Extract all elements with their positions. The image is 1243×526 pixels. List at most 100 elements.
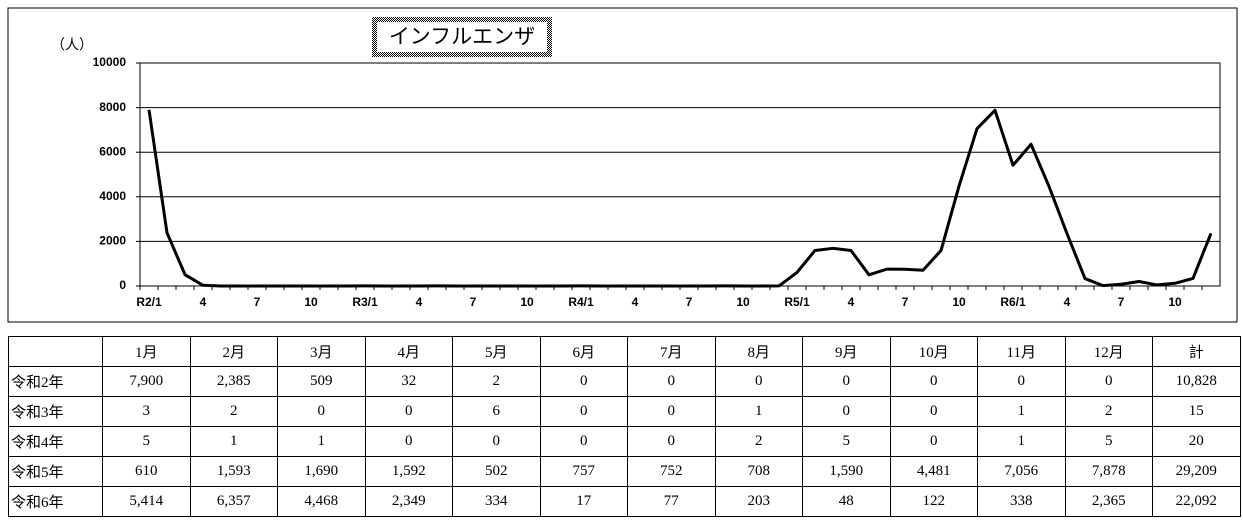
x-tick-label: R4/1 (568, 295, 594, 309)
table-cell: 32 (364, 366, 453, 397)
x-tick-label: 4 (416, 295, 423, 309)
table-cell: 1,690 (277, 456, 366, 487)
x-tick-label: 4 (632, 295, 639, 309)
column-header: 12月 (1064, 336, 1153, 367)
table-row: 令和3年 3 2 0 0 6 0 0 1 0 0 1 2 15 (8, 396, 1241, 427)
column-header: 8月 (714, 336, 803, 367)
y-axis-label: （人） (51, 37, 93, 53)
table-cell: 2 (452, 366, 541, 397)
table-cell: 338 (977, 486, 1066, 517)
table-cell: 0 (364, 426, 453, 457)
table-cell: 1,593 (189, 456, 278, 487)
table-cell: 610 (102, 456, 191, 487)
table-cell: 2 (1064, 396, 1153, 427)
row-label: 令和2年 (8, 366, 103, 397)
column-header: 7月 (627, 336, 716, 367)
table-cell: 0 (977, 366, 1066, 397)
chart: インフルエンザ （人） 0 2000 4000 6000 8000 10000 R2/1 4 7… (7, 7, 1238, 323)
table-cell: 6 (452, 396, 541, 427)
table-cell: 0 (539, 366, 628, 397)
column-header: 6月 (539, 336, 628, 367)
table-cell: 10,828 (1152, 366, 1241, 397)
x-tick-label: 7 (686, 295, 693, 309)
column-header: 3月 (277, 336, 366, 367)
column-header: 2月 (189, 336, 278, 367)
table-cell: 757 (539, 456, 628, 487)
table-cell: 2,385 (189, 366, 278, 397)
table-cell: 1 (977, 426, 1066, 457)
table-cell: 0 (889, 366, 978, 397)
table-cell: 15 (1152, 396, 1241, 427)
table-cell: 122 (889, 486, 978, 517)
table-cell: 0 (627, 366, 716, 397)
table-cell: 17 (539, 486, 628, 517)
table-cell: 4,481 (889, 456, 978, 487)
y-tick-label: 10000 (93, 55, 127, 69)
table-cell: 3 (102, 396, 191, 427)
column-header: 1月 (102, 336, 191, 367)
table-cell: 0 (627, 396, 716, 427)
x-tick-label: 7 (902, 295, 909, 309)
x-tick-label: R2/1 (136, 295, 162, 309)
line-series (147, 108, 1213, 288)
table-cell: 0 (1064, 366, 1153, 397)
x-tick-label: 7 (254, 295, 261, 309)
table-cell: 752 (627, 456, 716, 487)
column-header: 11月 (977, 336, 1066, 367)
column-header: 10月 (889, 336, 978, 367)
x-tick-label: 10 (304, 295, 318, 309)
table-cell: 0 (277, 396, 366, 427)
table-cell: 2 (714, 426, 803, 457)
table-cell: 0 (714, 366, 803, 397)
table-cell: 5 (802, 426, 891, 457)
x-tick-label: 7 (470, 295, 477, 309)
table-cell: 5 (1064, 426, 1153, 457)
column-header: 4月 (364, 336, 453, 367)
data-table: 1月 2月 3月 4月 5月 6月 7月 8月 9月 10月 11月 12月計令和2年 7,900 2,3… (8, 336, 1241, 517)
table-cell: 502 (452, 456, 541, 487)
x-tick-label: 4 (848, 295, 855, 309)
x-tick-label: 10 (736, 295, 750, 309)
table-row: 令和4年 5 1 1 0 0 0 0 2 5 0 1 5 20 (8, 426, 1241, 457)
table-cell: 22,092 (1152, 486, 1241, 517)
table-cell: 5,414 (102, 486, 191, 517)
row-label: 令和3年 (8, 396, 103, 427)
table-cell: 0 (802, 366, 891, 397)
table-row: 令和6年 5,414 6,357 4,468 2,349 334 17 77 203 48 122 3… (8, 486, 1241, 517)
table-cell: 203 (714, 486, 803, 517)
table-cell: 708 (714, 456, 803, 487)
x-tick-label: 10 (520, 295, 534, 309)
table-cell: 77 (627, 486, 716, 517)
table-cell: 4,468 (277, 486, 366, 517)
column-header: 9月 (802, 336, 891, 367)
table-cell: 6,357 (189, 486, 278, 517)
row-label: 令和5年 (8, 456, 103, 487)
title-box-inner (377, 22, 547, 52)
table-row: 令和5年 610 1,593 1,690 1,592 502 757 752 708 1,590 4… (8, 456, 1241, 487)
row-label: 令和4年 (8, 426, 103, 457)
table-cell: 48 (802, 486, 891, 517)
chart-title: インフルエンザ (389, 26, 535, 49)
row-label: 令和6年 (8, 486, 103, 517)
table-cell: 0 (364, 396, 453, 427)
table-cell: 7,878 (1064, 456, 1153, 487)
table-cell: 334 (452, 486, 541, 517)
y-tick-label: 6000 (99, 144, 126, 158)
chart-frame (7, 7, 1238, 323)
table-cell: 0 (889, 426, 978, 457)
table-cell: 0 (802, 396, 891, 427)
table-cell: 0 (627, 426, 716, 457)
x-tick-label: 7 (1118, 295, 1125, 309)
table-cell: 20 (1152, 426, 1241, 457)
x-tick-label: R5/1 (784, 295, 810, 309)
x-tick-label: R6/1 (1000, 295, 1026, 309)
y-tick-label: 8000 (99, 100, 126, 114)
x-tick-label: 4 (200, 295, 207, 309)
table-row: 令和2年 7,900 2,385 509 32 2 0 0 0 0 0 0 0 10,828 (8, 366, 1241, 397)
table-cell: 29,209 (1152, 456, 1241, 487)
table-cell: 1 (277, 426, 366, 457)
table-cell: 0 (539, 396, 628, 427)
y-tick-label: 2000 (99, 234, 126, 248)
table-cell: 7,900 (102, 366, 191, 397)
